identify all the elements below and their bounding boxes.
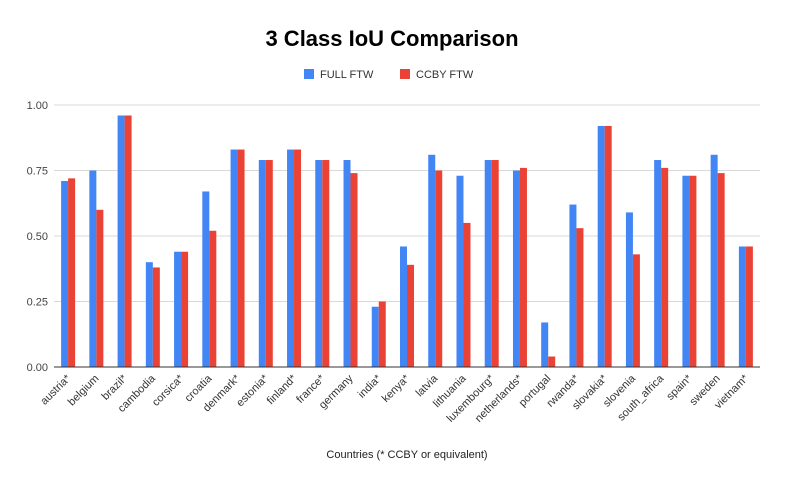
bar-full-ftw: [512, 170, 520, 367]
bar-ccby-ftw: [717, 173, 725, 367]
bar-full-ftw: [597, 125, 605, 368]
bar-full-ftw: [145, 262, 153, 367]
bar-full-ftw: [428, 154, 436, 367]
x-tick-label: estonia*: [234, 372, 271, 409]
x-axis-title: Countries (* CCBY or equivalent): [326, 449, 487, 461]
bar-full-ftw: [456, 175, 464, 367]
x-tick-label: corsica*: [150, 372, 187, 409]
bar-full-ftw: [343, 160, 351, 367]
bar-ccby-ftw: [632, 254, 640, 367]
bar-full-ftw: [738, 246, 746, 367]
chart-title: 3 Class IoU Comparison: [265, 26, 518, 51]
bar-full-ftw: [371, 306, 379, 367]
bar-full-ftw: [258, 160, 266, 367]
bar-full-ftw: [541, 322, 549, 367]
bar-ccby-ftw: [322, 160, 330, 367]
legend-label-full-ftw: FULL FTW: [320, 69, 374, 81]
bar-ccby-ftw: [604, 125, 612, 368]
y-tick-label: 0.50: [27, 231, 48, 243]
bar-ccby-ftw: [265, 160, 273, 367]
bar-full-ftw: [315, 160, 323, 367]
bar-ccby-ftw: [435, 170, 443, 367]
y-axis-ticks: 0.00 0.25 0.50 0.75 1.00: [27, 100, 48, 374]
bar-full-ftw: [61, 180, 69, 367]
bar-full-ftw: [202, 191, 210, 367]
bar-ccby-ftw: [491, 160, 499, 367]
bar-ccby-ftw: [124, 115, 132, 367]
bar-ccby-ftw: [237, 149, 245, 367]
bar-full-ftw: [682, 175, 690, 367]
legend: FULL FTW CCBY FTW: [304, 69, 474, 81]
bar-full-ftw: [117, 115, 125, 367]
bar-ccby-ftw: [96, 209, 104, 367]
bar-full-ftw: [569, 204, 577, 367]
y-tick-label: 0.25: [27, 297, 48, 309]
legend-label-ccby-ftw: CCBY FTW: [416, 69, 474, 81]
bar-full-ftw: [174, 251, 182, 367]
bar-full-ftw: [230, 149, 238, 367]
bar-ccby-ftw: [378, 301, 386, 367]
bar-full-ftw: [287, 149, 295, 367]
bar-ccby-ftw: [576, 228, 584, 367]
y-tick-label: 1.00: [27, 100, 48, 112]
bar-ccby-ftw: [152, 267, 160, 367]
bar-ccby-ftw: [68, 178, 76, 367]
bar-ccby-ftw: [181, 251, 189, 367]
legend-swatch-full-ftw: [304, 69, 314, 79]
bar-ccby-ftw: [745, 246, 753, 367]
bar-full-ftw: [400, 246, 407, 367]
bar-full-ftw: [625, 212, 633, 367]
bar-ccby-ftw: [548, 356, 556, 367]
y-tick-label: 0.75: [27, 166, 48, 178]
bar-ccby-ftw: [209, 230, 217, 367]
bar-ccby-ftw: [407, 264, 414, 367]
x-tick-label: finland*: [265, 372, 300, 407]
x-axis-category-labels: austria*belgiumbrazil*cambodiacorsica*cr…: [38, 372, 751, 425]
bar-full-ftw: [89, 170, 97, 367]
bar-ccby-ftw: [350, 173, 358, 367]
x-tick-label: belgium: [66, 373, 102, 409]
bar-full-ftw: [484, 160, 492, 367]
bars: [61, 115, 753, 368]
bar-full-ftw: [710, 154, 718, 367]
bar-full-ftw: [654, 160, 662, 367]
bar-ccby-ftw: [689, 175, 697, 367]
bar-ccby-ftw: [463, 222, 471, 367]
legend-swatch-ccby-ftw: [400, 69, 410, 79]
bar-ccby-ftw: [519, 167, 527, 367]
y-tick-label: 0.00: [27, 362, 48, 374]
bar-ccby-ftw: [294, 149, 302, 367]
x-tick-label: kenya*: [380, 372, 413, 405]
bar-ccby-ftw: [661, 167, 669, 367]
